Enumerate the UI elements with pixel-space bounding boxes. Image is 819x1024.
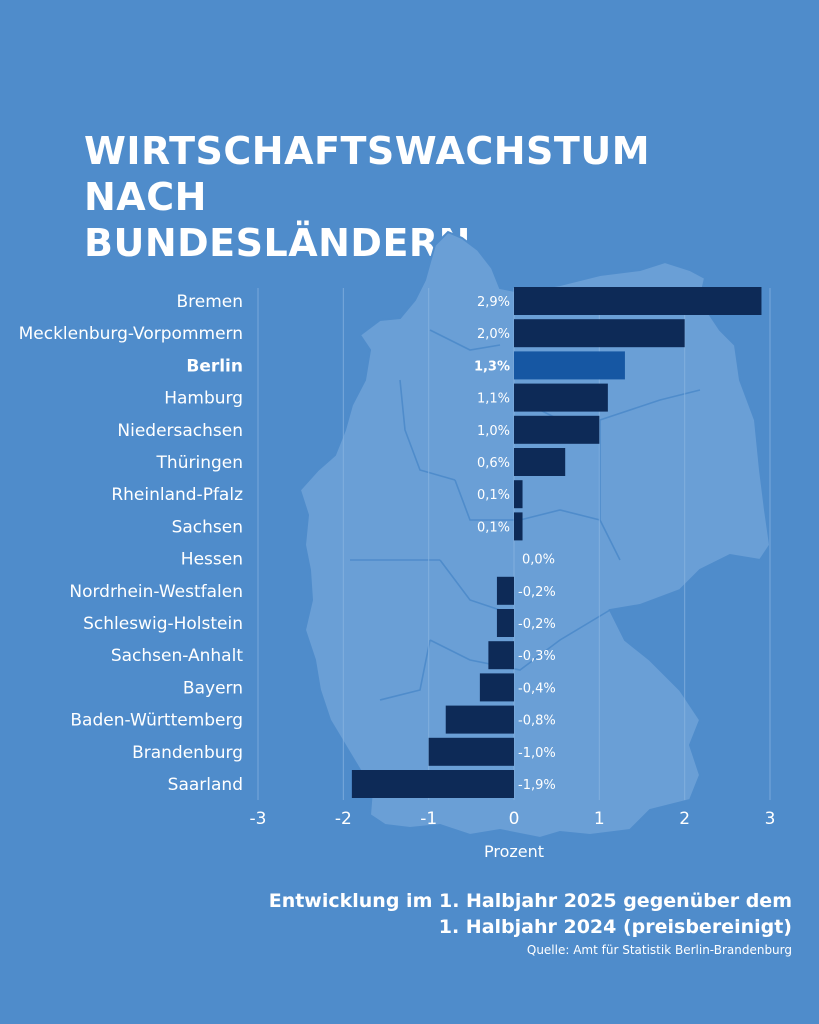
category-label: Thüringen [156, 453, 243, 473]
value-label: 0,1% [477, 488, 510, 503]
bar-sachsen [514, 512, 523, 541]
value-label: -0,2% [518, 617, 556, 632]
bar-baden-württemberg [445, 705, 514, 734]
value-label: 1,3% [474, 359, 510, 374]
bar-saarland [351, 770, 514, 798]
bar-bayern [479, 673, 514, 702]
category-label: Bremen [176, 292, 243, 312]
x-tick-label: -2 [335, 809, 352, 829]
value-label: -0,2% [518, 585, 556, 600]
title-line-1: WIRTSCHAFTSWACHSTUM NACH [84, 129, 651, 219]
bar-rheinland-pfalz [514, 480, 523, 509]
bar-bremen [514, 287, 762, 315]
value-label: -0,3% [518, 649, 556, 664]
value-label: 0,1% [477, 520, 510, 535]
value-label: 2,0% [477, 327, 510, 342]
x-tick-label: 2 [679, 809, 690, 829]
category-label: Saarland [168, 775, 243, 795]
category-label: Rheinland-Pfalz [111, 485, 243, 505]
value-label: -1,0% [518, 746, 556, 761]
bar-nordrhein-westfalen [496, 576, 514, 605]
category-label: Brandenburg [132, 743, 243, 763]
bar-mecklenburg-vorpommern [514, 319, 685, 348]
bar-thüringen [514, 448, 566, 476]
value-label: 1,0% [477, 424, 510, 439]
bar-hamburg [514, 383, 608, 412]
title-line-2: BUNDESLÄNDERN [84, 221, 471, 265]
map-state-borders [350, 329, 701, 701]
category-label: Sachsen [172, 517, 243, 537]
chart-footer: Entwicklung im 1. Halbjahr 2025 gegenübe… [269, 888, 792, 958]
source-note: Quelle: Amt für Statistik Berlin-Branden… [526, 943, 792, 957]
subtitle-line-2: 1. Halbjahr 2024 (preisbereinigt) [438, 916, 792, 938]
x-tick-label: 0 [509, 809, 520, 829]
germany-map-silhouette [298, 230, 772, 840]
category-label: Schleswig-Holstein [83, 614, 243, 634]
category-label: Nordrhein-Westfalen [69, 582, 243, 602]
category-label: Berlin [186, 356, 243, 376]
category-label: Mecklenburg-Vorpommern [19, 324, 243, 344]
x-axis-label: Prozent [484, 842, 544, 861]
bar-brandenburg [428, 737, 514, 766]
value-label: 2,9% [477, 295, 510, 310]
bar-sachsen-anhalt [488, 641, 514, 670]
category-label: Sachsen-Anhalt [111, 646, 243, 666]
category-label: Hessen [181, 550, 243, 570]
bar-schleswig-holstein [496, 609, 514, 637]
x-tick-label: 3 [765, 809, 776, 829]
x-tick-label: -1 [420, 809, 437, 829]
x-tick-label: 1 [594, 809, 605, 829]
value-label: -0,8% [518, 714, 556, 729]
value-label: 0,0% [522, 553, 555, 568]
bar-niedersachsen [514, 415, 600, 444]
category-label: Niedersachsen [117, 421, 243, 441]
subtitle-line-1: Entwicklung im 1. Halbjahr 2025 gegenübe… [268, 890, 792, 912]
category-label: Baden-Württemberg [70, 711, 243, 731]
chart-title: WIRTSCHAFTSWACHSTUM NACH BUNDESLÄNDERN [84, 128, 784, 266]
category-label: Hamburg [164, 389, 243, 409]
value-label: 1,1% [477, 392, 510, 407]
value-label: 0,6% [477, 456, 510, 471]
x-tick-label: -3 [250, 809, 267, 829]
value-label: -0,4% [518, 681, 556, 696]
value-label: -1,9% [518, 778, 556, 793]
category-label: Bayern [183, 678, 243, 698]
bar-berlin [514, 351, 625, 380]
